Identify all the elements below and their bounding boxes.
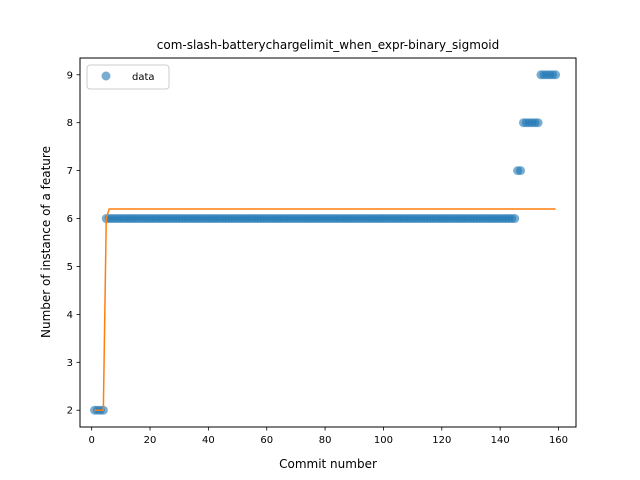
x-tick-label: 160 [549,435,568,446]
legend-marker-data [101,71,111,81]
x-tick-label: 0 [88,435,94,446]
y-axis-ticks: 2 3 4 5 6 7 8 9 [67,70,80,417]
legend-label-data: data [132,72,155,83]
y-tick-label: 7 [67,166,73,177]
fit-line [94,208,556,411]
x-axis-label: Commit number [279,457,377,471]
y-tick-label: 9 [67,70,73,81]
y-tick-label: 2 [67,406,73,417]
x-tick-label: 60 [260,435,273,446]
legend: data [86,64,170,90]
data-point [510,214,520,224]
y-tick-label: 8 [67,118,73,129]
chart-title: com-slash-batterychargelimit_when_expr-b… [157,38,500,52]
x-tick-label: 120 [432,435,451,446]
y-tick-label: 4 [67,310,73,321]
x-tick-label: 80 [319,435,332,446]
y-tick-label: 6 [67,214,73,225]
x-tick-label: 20 [144,435,157,446]
y-tick-label: 3 [67,358,73,369]
x-tick-label: 100 [374,435,393,446]
x-axis-ticks: 0 20 40 60 80 100 120 140 160 [88,427,568,446]
legend-box [86,64,170,90]
data-point [551,70,561,80]
x-tick-label: 140 [491,435,510,446]
data-point [516,166,526,176]
data-point [533,118,543,128]
y-tick-label: 5 [67,262,73,273]
y-axis-label: Number of instance of a feature [39,146,53,338]
plot-marks [90,70,561,415]
x-tick-label: 40 [202,435,215,446]
axes-frame [79,57,577,428]
